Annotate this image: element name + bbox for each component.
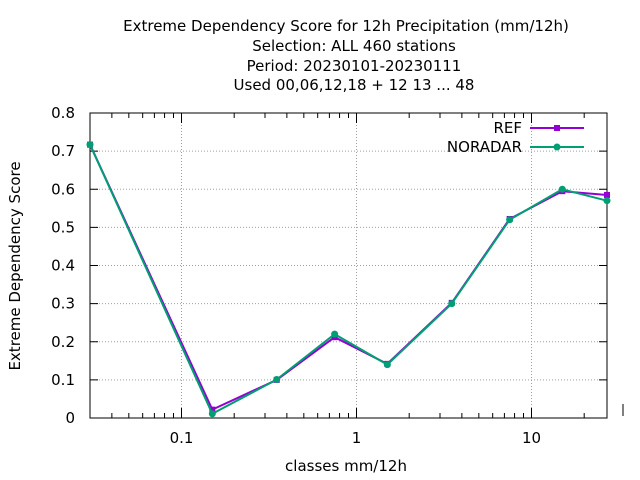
legend-label-noradar: NORADAR [447, 138, 522, 156]
data-point-ref [209, 406, 216, 413]
title-line-1: Extreme Dependency Score for 12h Precipi… [123, 17, 569, 35]
title-line-4: Used 00,06,12,18 + 12 13 ... 48 [234, 76, 475, 94]
data-point-noradar [383, 361, 391, 369]
title-line-2: Selection: ALL 460 stations [252, 37, 456, 55]
legend-label-ref: REF [493, 119, 522, 137]
plot-border [89, 112, 608, 419]
data-point-noradar [273, 375, 281, 383]
y-tick-label: 0.4 [51, 257, 75, 275]
title-line-3: Period: 20230101-20230111 [247, 57, 462, 75]
x-axis-label: classes mm/12h [285, 457, 407, 475]
legend-marker-ref [554, 125, 560, 131]
grid [90, 113, 607, 418]
y-tick-label: 0 [65, 409, 75, 427]
legend-marker-noradar [553, 143, 561, 151]
series-line-noradar [89, 144, 608, 415]
data-point-noradar [331, 330, 339, 338]
data-point-ref [604, 191, 610, 198]
y-tick-label: 0.2 [51, 333, 75, 351]
y-axis-label: Extreme Dependency Score [6, 161, 24, 370]
x-tick-label: 10 [522, 429, 541, 447]
data-point-noradar [448, 300, 456, 308]
legend: REF NORADAR [447, 119, 584, 156]
data-point-noradar [603, 197, 611, 205]
y-tick-label: 0.6 [51, 180, 75, 198]
x-tick-label: 1 [352, 429, 362, 447]
data-point-noradar [558, 185, 566, 193]
y-tick-label: 0.7 [51, 142, 75, 160]
data-point-noradar [506, 216, 514, 224]
data-point-noradar [86, 141, 94, 149]
chart-title: Extreme Dependency Score for 12h Precipi… [123, 17, 569, 94]
x-tick-label: 0.1 [170, 429, 194, 447]
y-tick-label: 0.8 [51, 104, 75, 122]
data-point-noradar [208, 410, 216, 418]
axis-ticks [90, 112, 607, 419]
y-tick-label: 0.5 [51, 218, 75, 236]
y-tick-label: 0.1 [51, 371, 75, 389]
y-tick-label: 0.3 [51, 295, 75, 313]
tick-labels: 0 0.1 0.2 0.3 0.4 0.5 0.6 0.7 0.8 0.1 1 10 [51, 104, 541, 447]
series-line-ref [89, 144, 608, 411]
data-series [86, 141, 611, 418]
